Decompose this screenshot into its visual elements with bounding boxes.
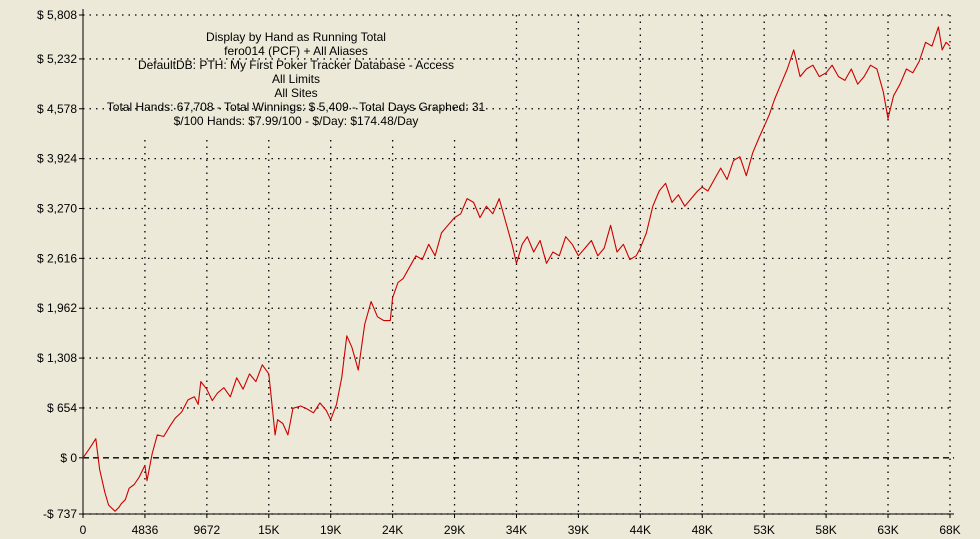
- y-tick-label: $ 5,232: [37, 52, 77, 66]
- x-tick-label: 24K: [382, 523, 403, 537]
- y-tick-label: -$ 737: [43, 507, 77, 521]
- y-tick-label: $ 2,616: [37, 251, 77, 265]
- x-tick-label: 48K: [692, 523, 713, 537]
- chart-axes: [79, 9, 954, 518]
- x-tick-label: 4836: [132, 523, 159, 537]
- y-tick-label: $ 654: [47, 401, 77, 415]
- x-axis-ticks: 0 4836 9672 15K 19K 24K 29K 34K 39K 44K 48K 53K 58K 6…: [80, 523, 961, 537]
- x-tick-label: 68K: [939, 523, 960, 537]
- chart-info-block: Display by Hand as Running Totalfero014 …: [107, 30, 486, 128]
- y-tick-label: $ 3,924: [37, 152, 77, 166]
- y-tick-label: $ 1,962: [37, 301, 77, 315]
- info-line-2: fero014 (PCF) + All Aliases: [224, 44, 368, 58]
- y-tick-label: $ 0: [60, 451, 77, 465]
- x-tick-label: 15K: [258, 523, 279, 537]
- y-tick-label: $ 1,308: [37, 351, 77, 365]
- info-line-1: Display by Hand as Running Total: [206, 30, 386, 44]
- info-line-3: DefaultDB: PTH: My First Poker Tracker D…: [138, 58, 454, 72]
- info-line-6: Total Hands: 67,708 - Total Winnings: $ …: [107, 100, 486, 114]
- y-axis-ticks: $ 5,808 $ 5,232 $ 4,578 $ 3,924 $ 3,270 $ 2,6…: [37, 8, 77, 521]
- x-tick-label: 29K: [444, 523, 465, 537]
- x-tick-label: 9672: [193, 523, 220, 537]
- chart-series: [82, 26, 951, 512]
- y-tick-label: $ 3,270: [37, 202, 77, 216]
- x-tick-label: 63K: [877, 523, 898, 537]
- info-line-5: All Sites: [274, 86, 317, 100]
- info-line-4: All Limits: [272, 72, 320, 86]
- x-tick-label: 58K: [815, 523, 836, 537]
- x-tick-label: 0: [80, 523, 87, 537]
- x-tick-label: 53K: [753, 523, 774, 537]
- y-tick-label: $ 5,808: [37, 8, 77, 22]
- x-tick-label: 39K: [568, 523, 589, 537]
- x-tick-label: 19K: [320, 523, 341, 537]
- x-tick-label: 44K: [630, 523, 651, 537]
- running-total-line: [82, 26, 951, 512]
- chart-grid: [83, 14, 954, 515]
- y-tick-label: $ 4,578: [37, 102, 77, 116]
- x-tick-label: 34K: [506, 523, 527, 537]
- info-line-7: $/100 Hands: $7.99/100 - $/Day: $174.48/…: [174, 114, 419, 128]
